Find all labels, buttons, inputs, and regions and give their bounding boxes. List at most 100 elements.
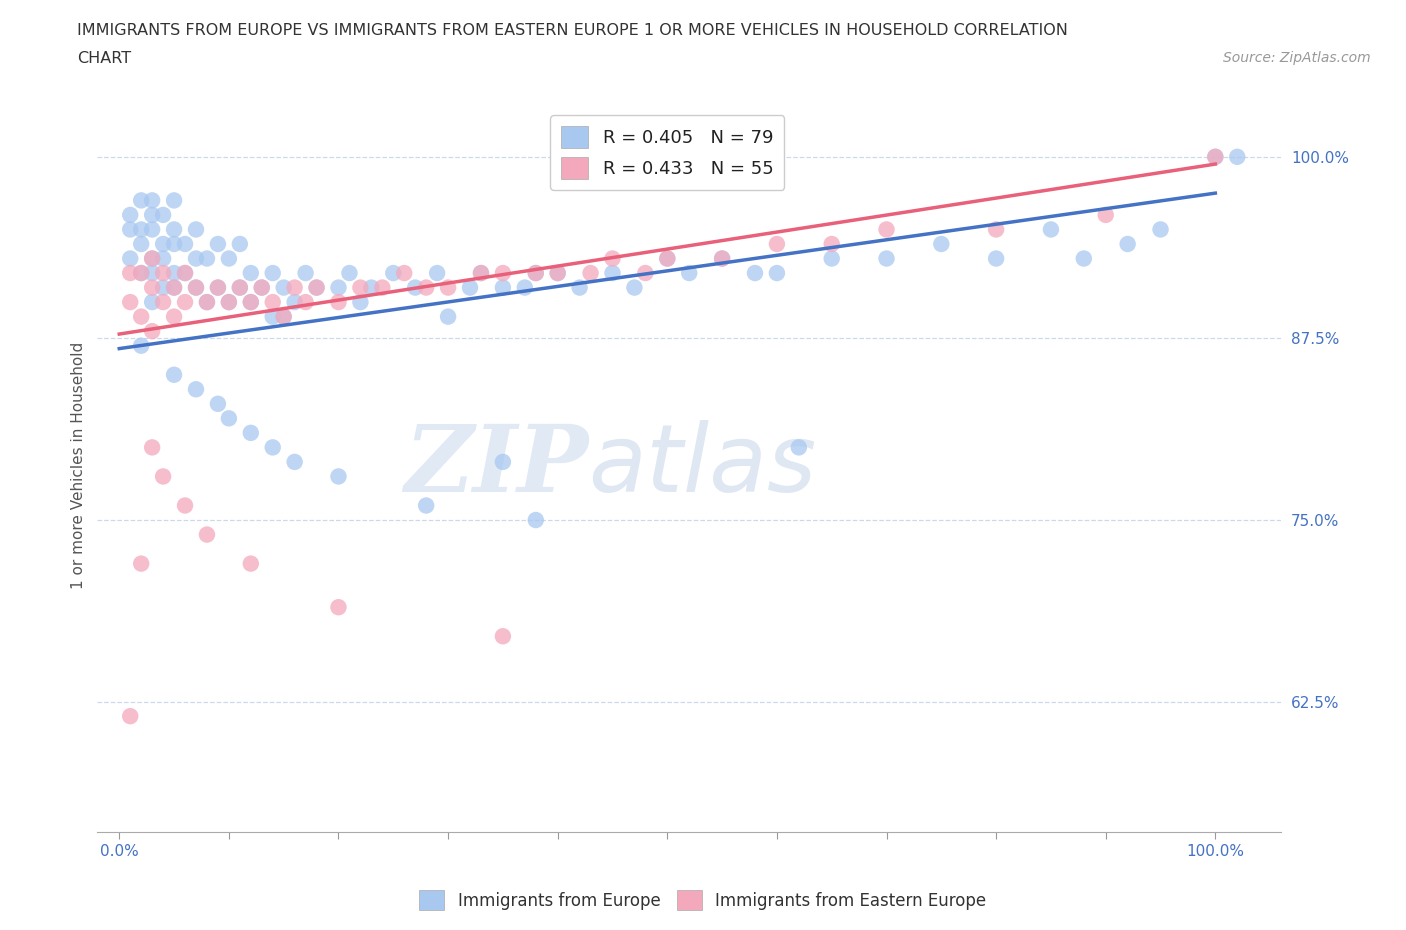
- Point: [1226, 150, 1249, 165]
- Point: [195, 295, 218, 310]
- Point: [120, 207, 142, 222]
- Point: [184, 382, 207, 397]
- Point: [328, 469, 350, 484]
- Point: [174, 295, 197, 310]
- Point: [195, 251, 218, 266]
- Point: [602, 251, 624, 266]
- Point: [239, 295, 262, 310]
- Point: [174, 236, 197, 251]
- Point: [382, 266, 405, 281]
- Point: [492, 280, 515, 295]
- Point: [284, 295, 307, 310]
- Point: [744, 266, 766, 281]
- Point: [678, 266, 700, 281]
- Point: [262, 309, 284, 324]
- Point: [273, 309, 295, 324]
- Point: [184, 280, 207, 295]
- Point: [568, 280, 591, 295]
- Point: [984, 222, 1007, 237]
- Point: [239, 425, 262, 440]
- Point: [129, 222, 152, 237]
- Point: [821, 251, 844, 266]
- Point: [294, 295, 316, 310]
- Point: [305, 280, 328, 295]
- Point: [141, 440, 163, 455]
- Point: [1073, 251, 1095, 266]
- Point: [218, 251, 240, 266]
- Point: [339, 266, 361, 281]
- Point: [931, 236, 953, 251]
- Point: [470, 266, 492, 281]
- Point: [328, 280, 350, 295]
- Point: [195, 295, 218, 310]
- Point: [294, 266, 316, 281]
- Point: [547, 266, 569, 281]
- Point: [328, 600, 350, 615]
- Point: [163, 309, 186, 324]
- Point: [120, 295, 142, 310]
- Point: [141, 207, 163, 222]
- Point: [152, 295, 174, 310]
- Point: [141, 193, 163, 207]
- Point: [163, 222, 186, 237]
- Point: [262, 440, 284, 455]
- Point: [657, 251, 679, 266]
- Point: [120, 251, 142, 266]
- Point: [1204, 150, 1226, 165]
- Point: [602, 266, 624, 281]
- Point: [1204, 150, 1226, 165]
- Point: [876, 222, 898, 237]
- Point: [524, 266, 547, 281]
- Point: [239, 295, 262, 310]
- Text: Source: ZipAtlas.com: Source: ZipAtlas.com: [1223, 51, 1371, 65]
- Point: [766, 236, 789, 251]
- Point: [174, 266, 197, 281]
- Point: [129, 266, 152, 281]
- Point: [250, 280, 273, 295]
- Point: [876, 251, 898, 266]
- Point: [284, 455, 307, 470]
- Point: [152, 266, 174, 281]
- Point: [229, 280, 252, 295]
- Point: [349, 295, 371, 310]
- Point: [229, 280, 252, 295]
- Point: [239, 266, 262, 281]
- Point: [218, 295, 240, 310]
- Point: [129, 339, 152, 353]
- Point: [579, 266, 602, 281]
- Point: [273, 309, 295, 324]
- Point: [120, 266, 142, 281]
- Point: [218, 295, 240, 310]
- Point: [394, 266, 416, 281]
- Text: CHART: CHART: [77, 51, 131, 66]
- Point: [437, 280, 460, 295]
- Point: [129, 193, 152, 207]
- Point: [470, 266, 492, 281]
- Point: [657, 251, 679, 266]
- Point: [163, 367, 186, 382]
- Point: [120, 222, 142, 237]
- Point: [129, 309, 152, 324]
- Point: [360, 280, 382, 295]
- Point: [262, 295, 284, 310]
- Point: [207, 396, 229, 411]
- Point: [1094, 207, 1116, 222]
- Point: [141, 251, 163, 266]
- Point: [184, 222, 207, 237]
- Point: [524, 512, 547, 527]
- Point: [163, 193, 186, 207]
- Point: [262, 266, 284, 281]
- Point: [129, 236, 152, 251]
- Point: [524, 266, 547, 281]
- Point: [1149, 222, 1171, 237]
- Point: [207, 236, 229, 251]
- Point: [273, 280, 295, 295]
- Point: [492, 266, 515, 281]
- Point: [152, 207, 174, 222]
- Point: [184, 280, 207, 295]
- Point: [184, 251, 207, 266]
- Point: [141, 222, 163, 237]
- Point: [141, 266, 163, 281]
- Point: [1116, 236, 1139, 251]
- Point: [229, 236, 252, 251]
